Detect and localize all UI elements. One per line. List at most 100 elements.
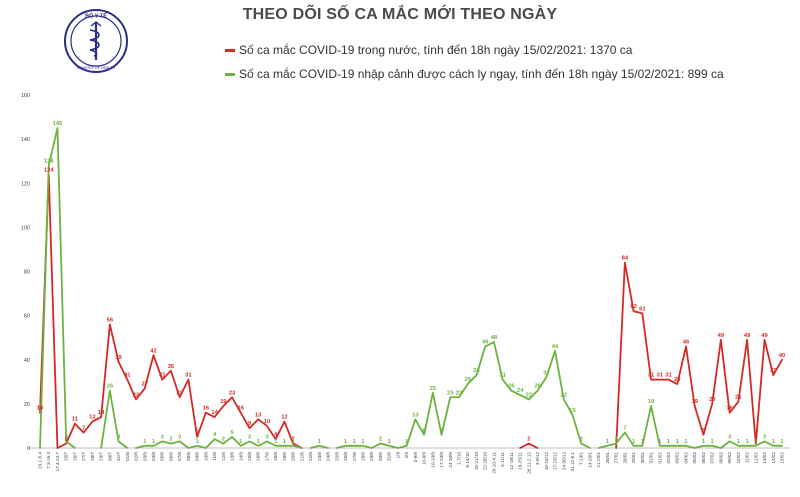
data-label-imported: 1: [405, 439, 409, 445]
y-tick-label: 140: [21, 137, 30, 143]
data-label-domestic: 31: [124, 373, 131, 379]
data-label-domestic: 16: [203, 406, 210, 412]
x-tick-label: 14/8: [238, 452, 243, 461]
data-label-domestic: 124: [44, 167, 54, 173]
data-label-imported: 1: [702, 439, 706, 445]
data-label-imported: 15: [569, 408, 576, 414]
y-tick-label: 0: [27, 446, 30, 452]
page-title: THEO DÕI SỐ CA MẮC MỚI THEO NGÀY: [242, 6, 558, 23]
x-tick-label: 05/02: [692, 452, 697, 464]
x-tick-label: 19/8: [282, 452, 287, 461]
data-label-imported: 1: [754, 439, 758, 445]
x-tick-label: 07/02: [710, 452, 715, 464]
data-label-imported: 24: [517, 388, 524, 394]
x-tick-label: 11/8: [212, 452, 217, 461]
x-tick-label: 13/8: [230, 452, 235, 461]
x-tick-label: 27/7: [81, 452, 86, 461]
x-tick-label: 02/8: [134, 452, 139, 461]
data-label-imported: 32: [543, 370, 549, 376]
x-tick-label: 1/9: [395, 452, 400, 459]
x-tick-label: 13/02: [762, 452, 767, 464]
data-label-domestic: 4: [274, 432, 278, 438]
data-label-domestic: 27: [142, 381, 148, 387]
data-label-domestic: 42: [150, 348, 156, 354]
data-label-imported: 1: [152, 439, 156, 445]
legend-domestic-label: Số ca mắc COVID-19 trong nước, tính đến …: [239, 43, 633, 57]
data-label-domestic: 56: [107, 317, 114, 323]
x-tick-label: 25/7: [64, 452, 69, 461]
data-label-domestic: 31: [185, 373, 192, 379]
x-tick-label: 20/8: [291, 452, 296, 461]
data-label-imported: 3: [248, 434, 252, 440]
legend-domestic: Số ca mắc COVID-19 trong nước, tính đến …: [225, 43, 632, 57]
data-label-imported: 22: [526, 392, 532, 398]
data-label-domestic: 20: [709, 397, 715, 403]
x-tick-label: 17-23/9: [439, 452, 444, 468]
x-tick-label: 29.10-4.11: [491, 452, 496, 474]
data-label-imported: 1: [745, 439, 749, 445]
x-tick-label: 18/8: [273, 452, 278, 461]
data-label-domestic: 16: [238, 406, 245, 412]
data-label-imported: 26: [107, 384, 114, 390]
data-label-domestic: 10: [264, 419, 270, 425]
x-tick-label: 19-25/11: [518, 452, 523, 470]
x-tick-label: 31/8: [387, 452, 392, 461]
data-label-imported: 1: [283, 439, 287, 445]
x-tick-label: 06/02: [701, 452, 706, 464]
x-tick-label: 29/7: [99, 452, 104, 461]
data-label-imported: 3: [728, 434, 732, 440]
data-label-imported: 1: [353, 439, 357, 445]
x-tick-label: 15-21/10: [474, 452, 479, 471]
x-tick-label: 31/7: [116, 452, 121, 461]
data-label-imported: 44: [552, 344, 559, 350]
data-label-imported: 1: [388, 439, 392, 445]
data-label-domestic: 46: [683, 340, 690, 346]
x-tick-label: 17/8: [264, 452, 269, 461]
x-tick-label: 21/8: [299, 452, 304, 461]
data-label-domestic: 19: [220, 399, 227, 405]
x-tick-label: 29/01: [631, 452, 636, 464]
x-tick-label: 26/01: [605, 452, 610, 464]
data-label-imported: 3: [763, 434, 767, 440]
data-label-imported: 1: [257, 439, 261, 445]
y-tick-label: 160: [21, 93, 30, 99]
x-tick-label: 1-7/10: [457, 452, 462, 465]
data-label-domestic: 31: [657, 373, 664, 379]
x-tick-label: 10-16/12: [544, 452, 549, 471]
legend-domestic-swatch: [225, 48, 235, 52]
x-tick-label: 7-13/1: [579, 452, 584, 465]
data-label-domestic: 49: [744, 333, 751, 339]
data-label-domestic: 12: [281, 415, 287, 421]
x-tick-label: 01/8: [125, 452, 130, 461]
x-tick-label: 25/8: [334, 452, 339, 461]
x-tick-label: 27/01: [614, 452, 619, 464]
data-label-domestic: 14: [211, 410, 218, 416]
x-tick-label: 04/02: [683, 452, 688, 464]
data-label-imported: 23: [447, 390, 454, 396]
x-tick-label: 10/02: [736, 452, 741, 464]
x-tick-label: 15/8: [247, 452, 252, 461]
y-tick-label: 60: [24, 314, 30, 320]
data-label-imported: 4: [213, 432, 217, 438]
ministry-of-health-logo: BỘ Y TẾ MINISTRY OF HEALTH: [64, 9, 128, 73]
data-label-imported: 3: [161, 434, 165, 440]
y-tick-label: 120: [21, 181, 30, 187]
data-label-domestic: 23: [176, 390, 183, 396]
logo-subtext: MINISTRY OF HEALTH: [77, 66, 115, 70]
data-label-imported: 1: [711, 439, 715, 445]
data-label-domestic: 39: [115, 355, 122, 361]
data-label-imported: 33: [473, 368, 480, 374]
data-label-imported: 1: [292, 439, 296, 445]
data-label-domestic: 2: [65, 437, 68, 443]
data-label-domestic: 19: [691, 399, 698, 405]
x-tick-label: 16/8: [256, 452, 261, 461]
data-label-imported: 2: [222, 437, 225, 443]
x-tick-label: 3-9/12: [535, 452, 540, 465]
x-tick-label: 7.3-16.4: [46, 452, 51, 469]
x-tick-label: 22-28/10: [483, 452, 488, 471]
data-label-imported: 26: [508, 384, 515, 390]
data-label-domestic: 31: [159, 373, 166, 379]
data-label-imported: 31: [499, 373, 506, 379]
data-label-imported: 1: [684, 439, 688, 445]
